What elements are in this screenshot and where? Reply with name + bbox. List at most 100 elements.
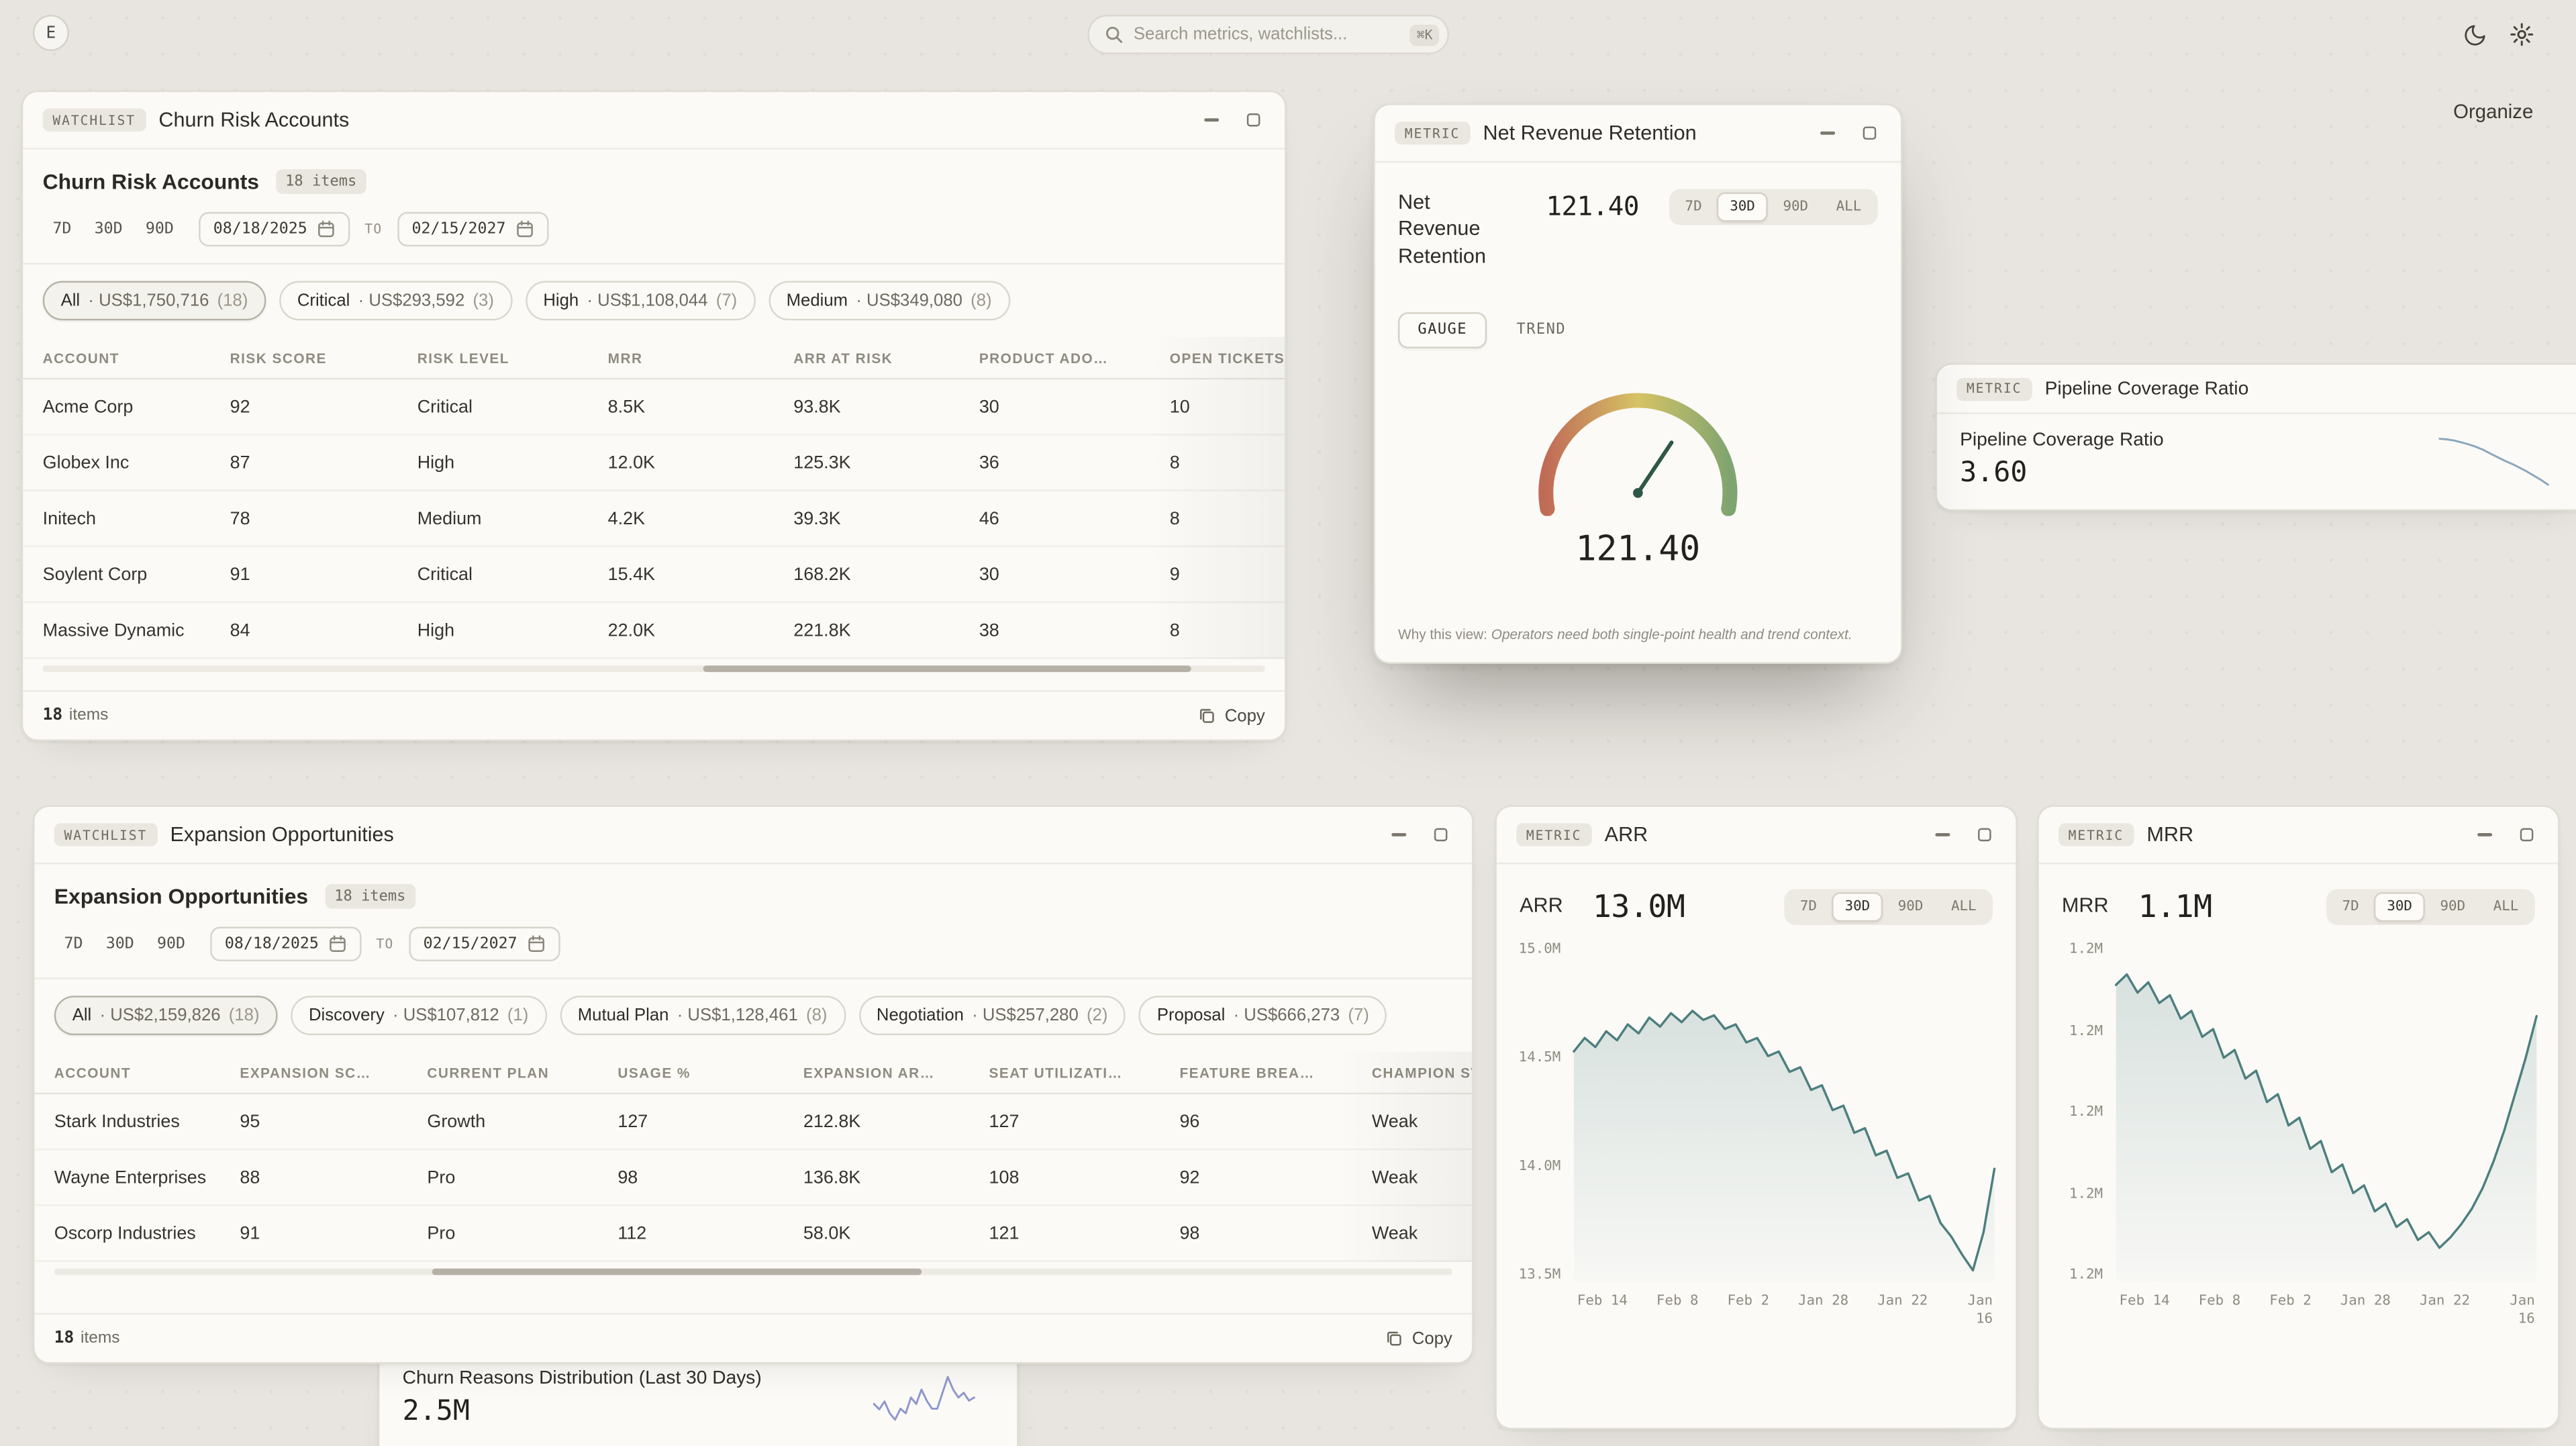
scrollbar-thumb[interactable] [703,665,1192,673]
maximize-button[interactable] [1429,823,1452,846]
table-cell: 136.8K [803,1167,861,1188]
column-header[interactable]: PRODUCT ADO… [979,349,1109,366]
range-90d[interactable]: 90D [2427,891,2479,921]
range-7d[interactable]: 7D [1787,891,1830,921]
filter-chip-high[interactable]: High · US$1,108,044 (7) [525,281,756,321]
column-header[interactable]: FEATURE BREA… [1179,1063,1315,1081]
column-header[interactable]: ACCOUNT [42,349,119,366]
dark-mode-toggle[interactable] [2458,18,2491,51]
table-row[interactable]: Massive Dynamic 84 High 22.0K 221.8K 38 8 [23,603,1285,659]
filter-chip-medium[interactable]: Medium · US$349,080 (8) [768,281,1010,321]
horizontal-scrollbar[interactable] [42,665,1265,673]
range-30d[interactable]: 30D [2373,891,2426,921]
range-90d[interactable]: 90D [136,215,183,244]
range-7d[interactable]: 7D [54,930,93,958]
card-header[interactable]: METRIC Net Revenue Retention [1375,105,1901,163]
table-row[interactable]: Globex Inc 87 High 12.0K 125.3K 36 8 [23,435,1285,491]
filter-chip-all[interactable]: All · US$1,750,716 (18) [42,281,266,321]
range-buttons: 7D 30D 90D [54,930,195,958]
table-cell: 98 [1179,1223,1200,1243]
filter-chip-all[interactable]: All · US$2,159,826 (18) [54,996,278,1036]
range-all[interactable]: ALL [2480,891,2532,921]
range-7d[interactable]: 7D [2329,891,2372,921]
card-title: ARR [1604,823,1648,847]
settings-button[interactable] [2506,18,2538,51]
horizontal-scrollbar[interactable] [54,1268,1452,1275]
filter-chip-critical[interactable]: Critical · US$293,592 (3) [279,281,512,321]
range-30d[interactable]: 30D [85,215,132,244]
table-row[interactable]: Acme Corp 92 Critical 8.5K 93.8K 30 10 [23,379,1285,436]
card-header[interactable]: METRIC Pipeline Coverage Ratio [1936,365,2576,414]
filter-chip-negotiation[interactable]: Negotiation · US$257,280 (2) [858,996,1126,1036]
y-axis: 1.2M 1.2M 1.2M 1.2M 1.2M [2055,942,2114,1284]
range-30d[interactable]: 30D [96,930,144,958]
card-header[interactable]: WATCHLIST Expansion Opportunities [34,807,1473,865]
card-title: Net Revenue Retention [1483,122,1697,145]
table-row[interactable]: Oscorp Industries 91 Pro 112 58.0K 121 98 Weak [34,1206,1473,1262]
maximize-button[interactable] [1973,823,1996,846]
table-row[interactable]: Stark Industries 95 Growth 127 212.8K 127 96 We… [34,1094,1473,1151]
minimize-button[interactable] [1199,109,1222,132]
column-header[interactable]: RISK SCORE [230,349,327,366]
range-30d[interactable]: 30D [1716,192,1769,222]
range-all[interactable]: ALL [1823,192,1875,222]
date-from-input[interactable]: 08/18/2025 [198,211,350,247]
minimize-button[interactable] [2473,823,2495,846]
table-cell: Pro [427,1223,456,1243]
card-header[interactable]: WATCHLIST Churn Risk Accounts [23,92,1285,150]
column-header[interactable]: CURRENT PLAN [427,1063,550,1081]
metric-value: 1.1M [2138,889,2213,926]
table-row[interactable]: Initech 78 Medium 4.2K 39.3K 46 8 [23,491,1285,548]
column-header[interactable]: USAGE % [617,1063,691,1081]
range-7d[interactable]: 7D [1672,192,1715,222]
filter-chip-proposal[interactable]: Proposal · US$666,273 (7) [1138,996,1387,1036]
copy-button[interactable]: Copy [1386,1329,1452,1348]
minimize-button[interactable] [1387,823,1409,846]
column-header[interactable]: EXPANSION SC… [240,1063,371,1081]
range-7d[interactable]: 7D [43,215,81,244]
column-header[interactable]: OPEN TICKETS … [1169,349,1285,366]
watchlist-badge: WATCHLIST [54,823,157,847]
table-row[interactable]: Soylent Corp 91 Critical 15.4K 168.2K 30 9 [23,547,1285,604]
date-to-input[interactable]: 02/15/2027 [397,211,549,247]
date-to-input[interactable]: 02/15/2027 [408,926,560,961]
maximize-button[interactable] [2515,823,2538,846]
arr-trend-chart [1572,942,1996,1284]
minimize-button[interactable] [1816,122,1838,144]
card-header[interactable]: METRIC ARR [1496,807,2016,865]
minimize-button[interactable] [1930,823,1953,846]
column-header[interactable]: SEAT UTILIZATI… [989,1063,1123,1081]
table-cell: 108 [989,1167,1020,1188]
to-label: TO [364,222,383,237]
column-header[interactable]: CHAMPION STR… [1371,1063,1472,1081]
table-row[interactable]: Wayne Enterprises 88 Pro 98 136.8K 108 92 Weak [34,1150,1473,1206]
search-bar[interactable]: ⌘K [1087,15,1449,54]
column-header[interactable]: EXPANSION AR… [803,1063,935,1081]
organize-button[interactable]: Organize [2450,94,2536,130]
range-90d[interactable]: 90D [1770,192,1822,222]
maximize-button[interactable] [1242,109,1265,132]
tab-gauge[interactable]: GAUGE [1397,311,1487,348]
date-from-input[interactable]: 08/18/2025 [209,926,362,961]
column-header[interactable]: MRR [607,349,643,366]
filter-chip-mutual-plan[interactable]: Mutual Plan · US$1,128,461 (8) [559,996,846,1036]
metric-badge: METRIC [1395,122,1470,145]
column-header[interactable]: ARR AT RISK [793,349,893,366]
column-header[interactable]: ACCOUNT [54,1063,132,1081]
maximize-button[interactable] [1858,122,1881,144]
range-all[interactable]: ALL [1938,891,1989,921]
range-90d[interactable]: 90D [1885,891,1936,921]
range-30d[interactable]: 30D [1831,891,1883,921]
filter-chip-discovery[interactable]: Discovery · US$107,812 (1) [291,996,547,1036]
date-to-value: 02/15/2027 [423,934,517,953]
scrollbar-thumb[interactable] [432,1268,922,1275]
range-90d[interactable]: 90D [147,930,195,958]
tab-trend[interactable]: TREND [1497,311,1585,348]
copy-button[interactable]: Copy [1199,706,1265,726]
table-cell: 30 [979,564,999,585]
calendar-icon [318,220,334,238]
column-header[interactable]: RISK LEVEL [417,349,509,366]
search-input[interactable] [1133,24,1401,45]
avatar[interactable]: E [32,15,69,51]
card-header[interactable]: METRIC MRR [2038,807,2559,865]
